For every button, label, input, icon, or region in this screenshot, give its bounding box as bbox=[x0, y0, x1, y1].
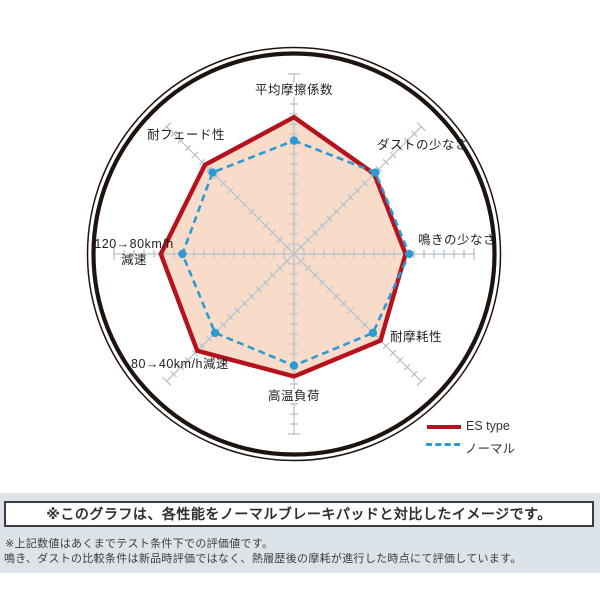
axis-label-low-dust: ダストの少なさ bbox=[377, 138, 469, 152]
axis-label-high-temp-load: 高温負荷 bbox=[265, 389, 323, 403]
axis-label-fade-resistance: 耐フェード性 bbox=[147, 128, 226, 142]
axis-label-wear-resistance: 耐摩耗性 bbox=[390, 330, 443, 344]
footnote-evaluation-conditions: 鳴き、ダストの比較条件は新品時評価ではなく、熱履歴後の摩耗が進行した時点にて評価… bbox=[4, 553, 522, 565]
footnote-test-conditions: ※上記数値はあくまでテスト条件下での評価値です。 bbox=[5, 538, 274, 550]
notice-box: ※このグラフは、各性能をノーマルブレーキパッドと対比したイメージです。 bbox=[4, 501, 594, 527]
legend-swatch-es-type bbox=[427, 425, 461, 429]
footnote-panel: ※このグラフは、各性能をノーマルブレーキパッドと対比したイメージです。 ※上記数… bbox=[0, 493, 600, 573]
legend-label-es-type: ES type bbox=[466, 419, 510, 433]
axis-label-120-80-deceleration: 120→80km/h 減速 bbox=[94, 236, 174, 268]
axis-label-120-80-line2: 減速 bbox=[120, 253, 147, 267]
axis-label-friction-coefficient: 平均摩擦係数 bbox=[252, 83, 336, 97]
axis-label-80-40-deceleration: 80→40km/h減速 bbox=[131, 357, 229, 371]
legend-swatch-normal bbox=[426, 443, 460, 446]
axis-label-120-80-line1: 120→80km/h bbox=[94, 237, 174, 251]
axis-label-low-squeal: 鳴きの少なさ bbox=[418, 233, 497, 247]
legend-label-normal: ノーマル bbox=[465, 442, 516, 456]
